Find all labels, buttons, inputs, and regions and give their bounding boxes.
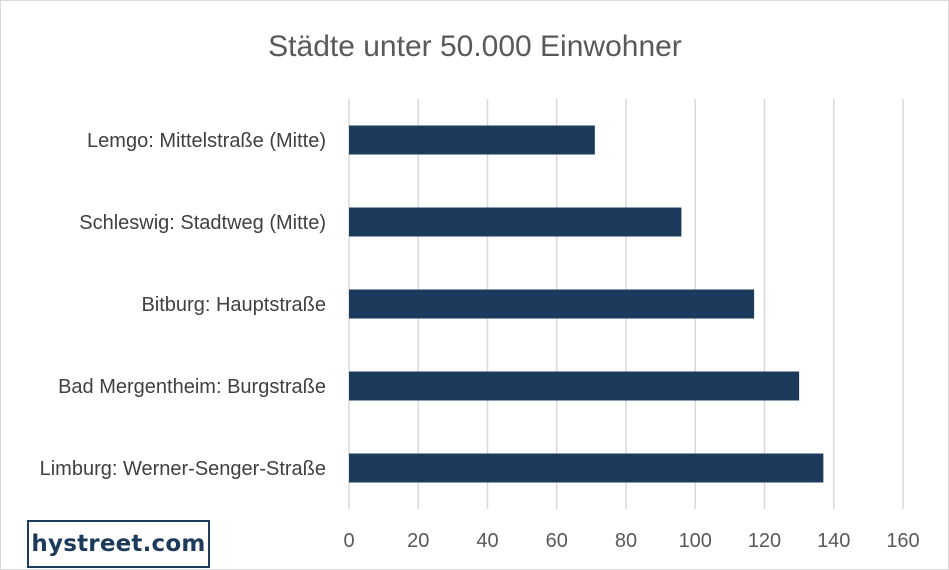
- x-tick-label: 160: [886, 530, 919, 552]
- x-axis-ticks: 0 20 40 60 80 100 120 140 160: [343, 530, 919, 552]
- category-label: Bad Mergentheim: Burgstraße: [58, 376, 326, 398]
- x-tick-label: 140: [817, 530, 850, 552]
- bar: [349, 125, 595, 155]
- bar: [349, 453, 824, 483]
- chart-title: Städte unter 50.000 Einwohner: [268, 30, 682, 63]
- bar: [349, 207, 682, 237]
- x-tick-label: 60: [546, 530, 568, 552]
- bar: [349, 289, 755, 319]
- x-tick-label: 100: [679, 530, 712, 552]
- hystreet-logo: hystreet.com: [27, 520, 210, 568]
- category-label: Lemgo: Mittelstraße (Mitte): [87, 130, 326, 152]
- bar: [349, 371, 800, 401]
- x-tick-label: 0: [343, 530, 354, 552]
- x-tick-label: 120: [748, 530, 781, 552]
- bars: [349, 125, 824, 483]
- category-labels: Lemgo: Mittelstraße (Mitte) Schleswig: St…: [40, 130, 326, 480]
- x-tick-label: 80: [615, 530, 637, 552]
- category-label: Limburg: Werner-Senger-Straße: [40, 458, 326, 480]
- category-label: Bitburg: Hauptstraße: [141, 294, 326, 316]
- category-label: Schleswig: Stadtweg (Mitte): [79, 212, 326, 234]
- x-tick-label: 20: [407, 530, 429, 552]
- x-tick-label: 40: [476, 530, 498, 552]
